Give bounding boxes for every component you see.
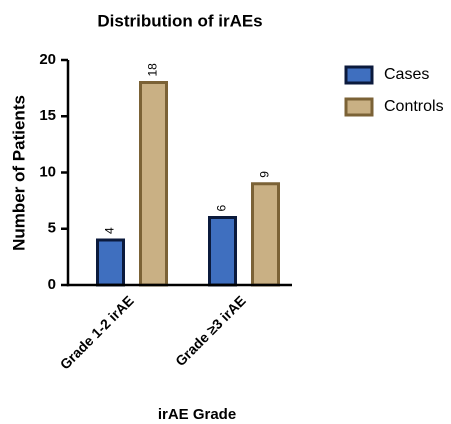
data-label: 6 bbox=[215, 205, 229, 212]
y-tick-label: 10 bbox=[39, 163, 56, 180]
legend-swatch bbox=[344, 65, 374, 85]
legend-label: Cases bbox=[384, 66, 429, 83]
data-label: 9 bbox=[258, 171, 272, 178]
legend-label: Controls bbox=[384, 98, 444, 115]
y-tick-label: 5 bbox=[48, 220, 56, 237]
bar bbox=[96, 238, 125, 287]
chart-title: Distribution of irAEs bbox=[97, 11, 262, 30]
data-label: 18 bbox=[146, 63, 160, 77]
y-tick-label: 0 bbox=[48, 276, 56, 293]
data-label: 4 bbox=[103, 227, 117, 234]
bar bbox=[251, 182, 280, 287]
bar bbox=[208, 216, 237, 287]
y-tick-label: 15 bbox=[39, 107, 56, 124]
y-axis-label: Number of Patients bbox=[9, 95, 28, 251]
legend-swatch bbox=[344, 97, 374, 117]
x-axis-label: irAE Grade bbox=[158, 406, 236, 423]
bar bbox=[139, 81, 168, 287]
x-tick-label: Grade 1-2 irAE bbox=[57, 292, 137, 372]
y-tick-label: 20 bbox=[39, 51, 56, 68]
x-tick-label: Grade ≥3 irAE bbox=[172, 292, 249, 369]
